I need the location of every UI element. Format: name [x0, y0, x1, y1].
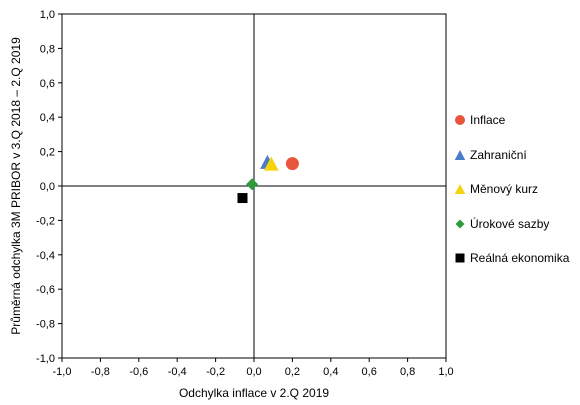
x-tick-label: -1,0 [53, 366, 72, 378]
x-tick-label: 0,2 [285, 366, 300, 378]
x-tick-label: -0,2 [206, 366, 225, 378]
legend-item: Inflace [453, 110, 578, 130]
x-tick-label: 0,6 [362, 366, 377, 378]
y-tick-label: -0,2 [36, 215, 55, 227]
y-tick-label: 0,8 [40, 43, 55, 55]
y-tick-label: 0,6 [40, 78, 55, 90]
x-tick-label: 0,0 [246, 366, 261, 378]
legend-item: Reálná ekonomika [453, 248, 578, 268]
marker-square [455, 253, 465, 263]
y-tick-label: 0,4 [40, 112, 55, 124]
y-tick-label: 0,2 [40, 147, 55, 159]
marker-triangle [454, 184, 466, 194]
x-tick-label: 0,4 [323, 366, 338, 378]
x-tick-label: -0,6 [129, 366, 148, 378]
marker-diamond [455, 219, 465, 228]
y-tick-label: -0,6 [36, 284, 55, 296]
y-axis-title: Průměrná odchylka 3M PRIBOR v 3.Q 2018 –… [9, 37, 23, 335]
legend-marker-circle-icon [453, 113, 467, 127]
data-point-square [237, 193, 248, 204]
legend-item: Měnový kurz [453, 179, 578, 199]
legend-label: Inflace [470, 113, 506, 127]
legend-marker-square-icon [453, 251, 467, 265]
legend-marker-diamond-icon [453, 217, 467, 231]
y-axis-ticks: 1,0 0,8 0,6 0,4 0,2 0,0 -0,2 -0,4 -0,6 -0,8 -1,0 [36, 9, 62, 365]
legend: Inflace Zahraniční Měnový kurz Úrokové sazb… [453, 110, 578, 283]
x-axis-ticks: -1,0 -0,8 -0,6 -0,4 -0,2 0,0 0,2 0,4 0,6 0,8 1,0 [53, 358, 454, 378]
y-tick-label: 1,0 [40, 9, 55, 21]
y-tick-label: -1,0 [36, 353, 55, 365]
legend-item: Zahraniční [453, 145, 578, 165]
x-tick-label: 1,0 [438, 366, 453, 378]
data-point-triangle [263, 156, 279, 171]
y-tick-label: -0,4 [36, 250, 55, 262]
y-tick-label: -0,8 [36, 319, 55, 331]
x-axis-title: Odchylka inflace v 2.Q 2019 [179, 386, 329, 400]
legend-label: Reálná ekonomika [470, 251, 570, 265]
y-tick-label: 0,0 [40, 181, 55, 193]
legend-marker-triangle-icon [453, 148, 467, 162]
legend-label: Úrokové sazby [470, 216, 550, 231]
x-tick-label: -0,4 [168, 366, 187, 378]
legend-item: Úrokové sazby [453, 214, 578, 234]
data-point-diamond [246, 178, 259, 191]
data-point-circle [285, 157, 299, 171]
x-tick-label: 0,8 [400, 366, 415, 378]
marker-triangle [454, 149, 466, 160]
legend-label: Měnový kurz [470, 182, 539, 196]
data-points [237, 154, 299, 204]
x-tick-label: -0,8 [91, 366, 110, 378]
marker-circle [455, 115, 465, 125]
legend-marker-triangle-icon [453, 182, 467, 196]
legend-label: Zahraniční [470, 147, 527, 162]
